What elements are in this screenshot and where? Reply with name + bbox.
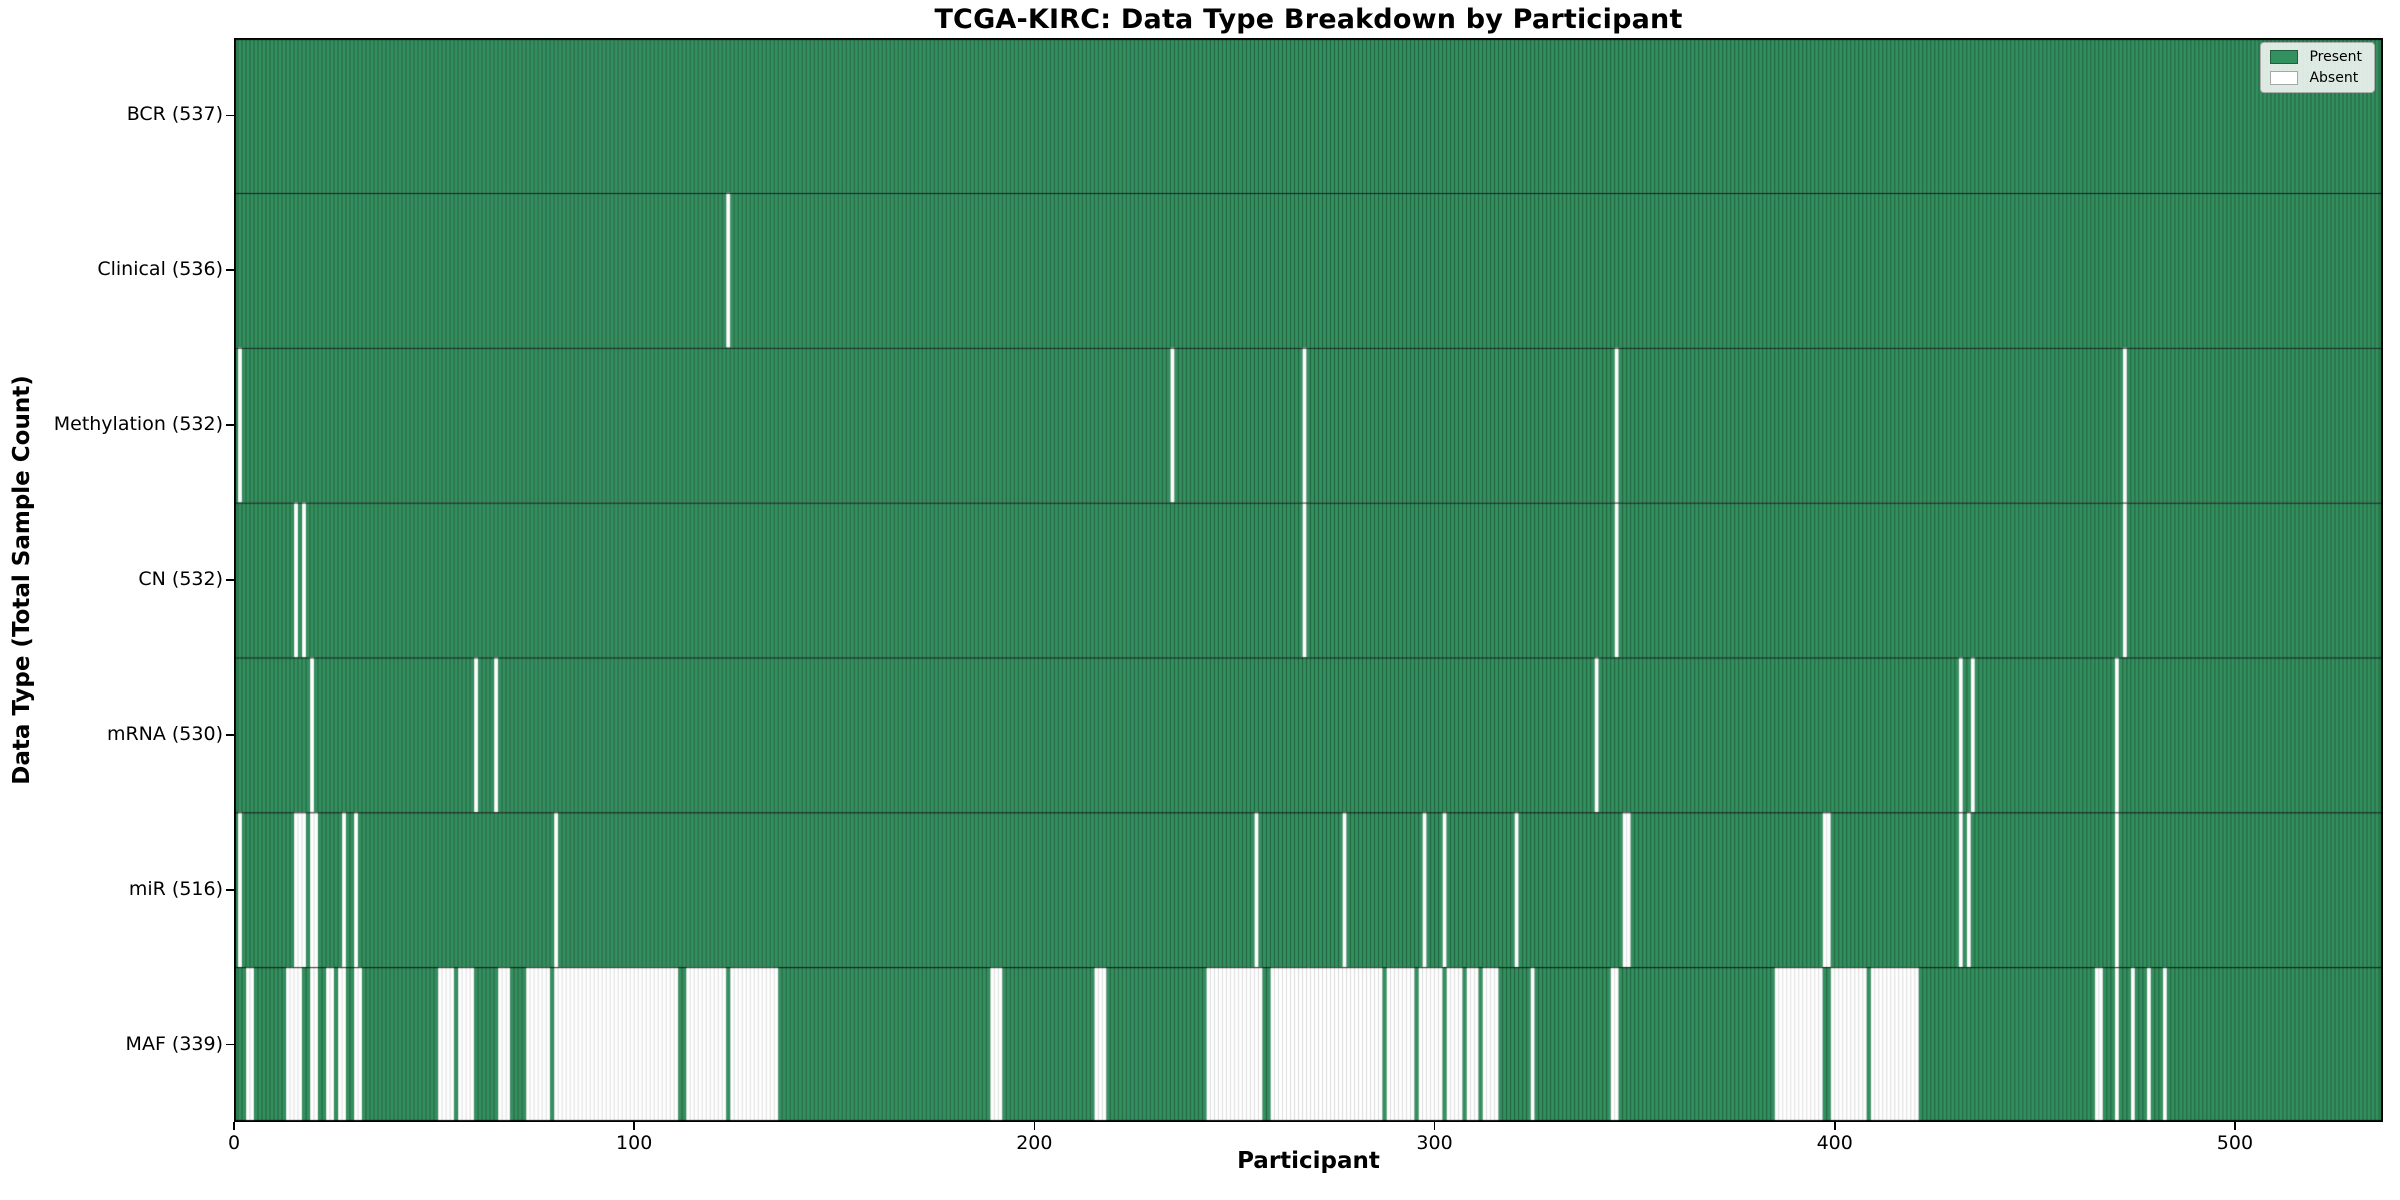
legend-item-present: Present [2270, 50, 2362, 64]
x-tick-mark [233, 1122, 235, 1130]
y-tick-mark [226, 269, 234, 272]
x-tick-label-300: 300 [1416, 1132, 1453, 1154]
legend-item-absent: Absent [2270, 71, 2362, 85]
legend-present-swatch [2270, 50, 2299, 64]
y-tick-mark [226, 424, 234, 426]
plot-area: Present Absent [234, 38, 2383, 1122]
legend: Present Absent [2260, 42, 2375, 93]
x-tick-mark [1833, 1122, 1836, 1130]
y-tick-mark [226, 579, 234, 581]
legend-absent-swatch [2270, 71, 2299, 85]
y-tick-label-mRNA: mRNA (530) [106, 722, 223, 745]
y-tick-label-BCR: BCR (537) [126, 103, 223, 126]
x-tick-label-500: 500 [2216, 1132, 2254, 1154]
x-tick-label-0: 0 [227, 1132, 241, 1154]
y-tick-label-Clinical: Clinical (536) [97, 258, 223, 281]
y-tick-mark [226, 888, 234, 891]
x-tick-label-100: 100 [616, 1132, 653, 1154]
legend-present-label: Present [2309, 49, 2362, 65]
x-tick-mark [1433, 1122, 1436, 1130]
x-axis-label: Participant [1237, 1148, 1380, 1174]
x-tick-mark [633, 1122, 635, 1130]
y-tick-label-Methylation: Methylation (532) [53, 413, 223, 436]
y-tick-mark [226, 1043, 234, 1046]
x-tick-mark [2234, 1122, 2236, 1130]
y-tick-label-CN: CN (532) [138, 568, 223, 590]
y-tick-label-MAF: MAF (339) [125, 1032, 223, 1055]
y-tick-label-miR: miR (516) [128, 877, 223, 900]
heatmap-canvas [234, 38, 2383, 1122]
x-tick-label-200: 200 [1016, 1132, 1053, 1154]
y-tick-mark [226, 114, 234, 117]
x-tick-label-400: 400 [1816, 1132, 1853, 1154]
x-tick-mark [1033, 1122, 1036, 1130]
y-tick-mark [226, 734, 234, 736]
legend-absent-label: Absent [2309, 70, 2359, 86]
chart-title: TCGA-KIRC: Data Type Breakdown by Partic… [934, 4, 1683, 35]
